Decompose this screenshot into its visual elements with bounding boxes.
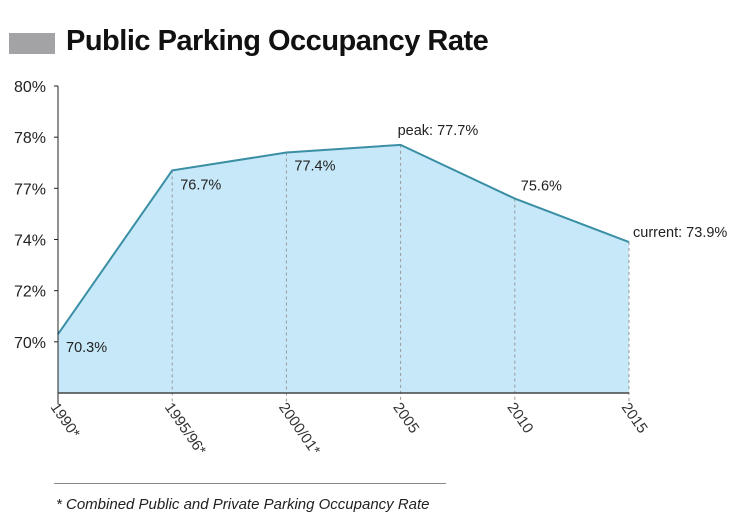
x-tick-label: 2010 xyxy=(504,400,537,437)
chart-title: Public Parking Occupancy Rate xyxy=(66,25,489,57)
footnote-divider xyxy=(54,483,446,484)
data-label: peak: 77.7% xyxy=(398,123,479,139)
x-tick-label: 2000/01* xyxy=(275,400,323,459)
y-tick-label: 74% xyxy=(14,233,46,250)
series-line xyxy=(57,143,630,335)
y-tick-label: 78% xyxy=(14,130,46,147)
title-swatch xyxy=(9,33,55,54)
x-tick-label: 1990* xyxy=(47,400,84,442)
y-tick-label: 80% xyxy=(14,79,46,96)
data-label: 76.7% xyxy=(180,177,221,193)
data-label: current: 73.9% xyxy=(633,225,727,241)
y-tick-label: 77% xyxy=(14,181,46,198)
data-label: 77.4% xyxy=(294,159,335,175)
y-tick-label: 70% xyxy=(14,335,46,352)
x-tick-label: 2005 xyxy=(389,400,422,437)
x-tick-label: 2015 xyxy=(618,400,651,437)
x-tick-label: 1995/96* xyxy=(161,400,209,459)
y-tick-label: 72% xyxy=(14,284,46,301)
data-label: 75.6% xyxy=(521,179,562,195)
data-label: 70.3% xyxy=(66,340,107,356)
footnote: * Combined Public and Private Parking Oc… xyxy=(56,496,430,513)
area-fill xyxy=(58,144,629,393)
